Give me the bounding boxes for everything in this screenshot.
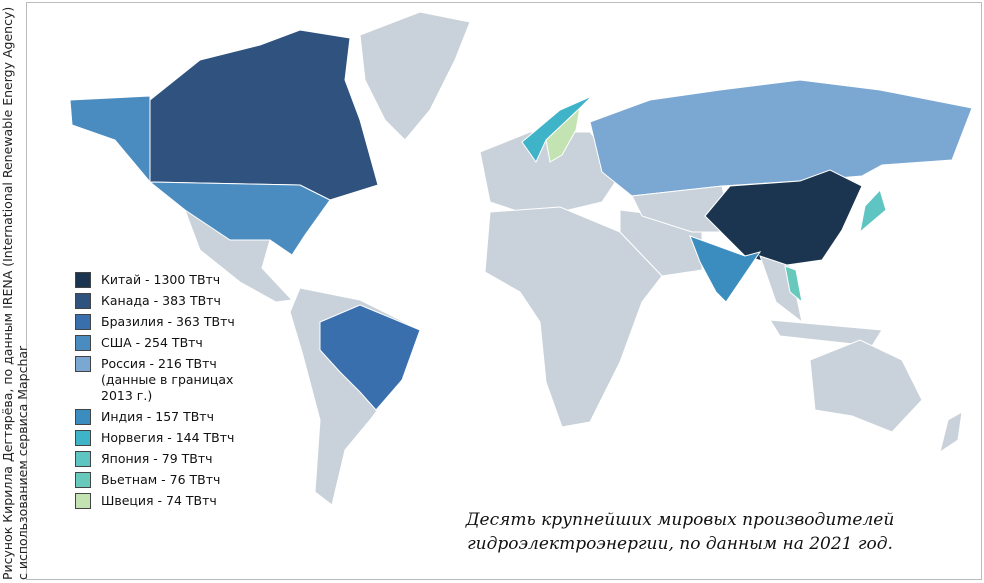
legend-label: Канада - 383 ТВтч [101,293,221,308]
country [784,265,803,304]
country [149,29,379,201]
country [69,95,151,184]
legend-swatch [75,356,91,372]
legend: Китай - 1300 ТВтч Канада - 383 ТВтч Бразил… [75,272,250,514]
land [631,185,733,233]
legend-label: Япония - 79 ТВтч [101,451,213,466]
land [939,411,963,454]
country [689,235,762,303]
legend-swatch [75,314,91,330]
legend-label: Китай - 1300 ТВтч [101,272,221,287]
land [759,255,803,324]
legend-label: Бразилия - 363 ТВтч [101,314,235,329]
legend-label: США - 254 ТВтч [101,335,203,350]
legend-swatch [75,451,91,467]
legend-item: Вьетнам - 76 ТВтч [75,472,250,488]
legend-item: Норвегия - 144 ТВтч [75,430,250,446]
legend-swatch [75,335,91,351]
legend-item: Индия - 157 ТВтч [75,409,250,425]
credit-line: Рисунок Кирилла Дегтярёва, по данным IRE… [0,6,15,580]
credit-line: с использованием сервиса Mapchar [15,345,30,580]
legend-item: Россия - 216 ТВтч (данные в границах 201… [75,356,250,404]
caption: Десять крупнейших мировых производителей… [440,508,920,556]
credit: Рисунок Кирилла Дегтярёва, по данным IRE… [0,7,30,580]
legend-label: Россия - 216 ТВтч (данные в границах 201… [101,356,234,403]
legend-label: Вьетнам - 76 ТВтч [101,472,221,487]
legend-item: Китай - 1300 ТВтч [75,272,250,288]
legend-swatch [75,472,91,488]
legend-label: Индия - 157 ТВтч [101,409,214,424]
country [859,189,887,234]
legend-item: Бразилия - 363 ТВтч [75,314,250,330]
legend-label: Швеция - 74 ТВтч [101,493,217,508]
legend-label: Норвегия - 144 ТВтч [101,430,235,445]
legend-item: США - 254 ТВтч [75,335,250,351]
legend-item: Канада - 383 ТВтч [75,293,250,309]
frame [26,2,982,580]
country [319,304,421,411]
legend-item: Швеция - 74 ТВтч [75,493,250,509]
legend-swatch [75,272,91,288]
legend-swatch [75,430,91,446]
legend-swatch [75,493,91,509]
caption-line: гидроэлектроэнергии, по данным на 2021 г… [467,534,893,554]
legend-item: Япония - 79 ТВтч [75,451,250,467]
legend-swatch [75,409,91,425]
country [589,79,973,197]
land [809,339,923,433]
caption-line: Десять крупнейших мировых производителей [465,510,895,530]
country [545,106,581,163]
legend-swatch [75,293,91,309]
land [183,208,294,303]
greenland [359,11,471,141]
